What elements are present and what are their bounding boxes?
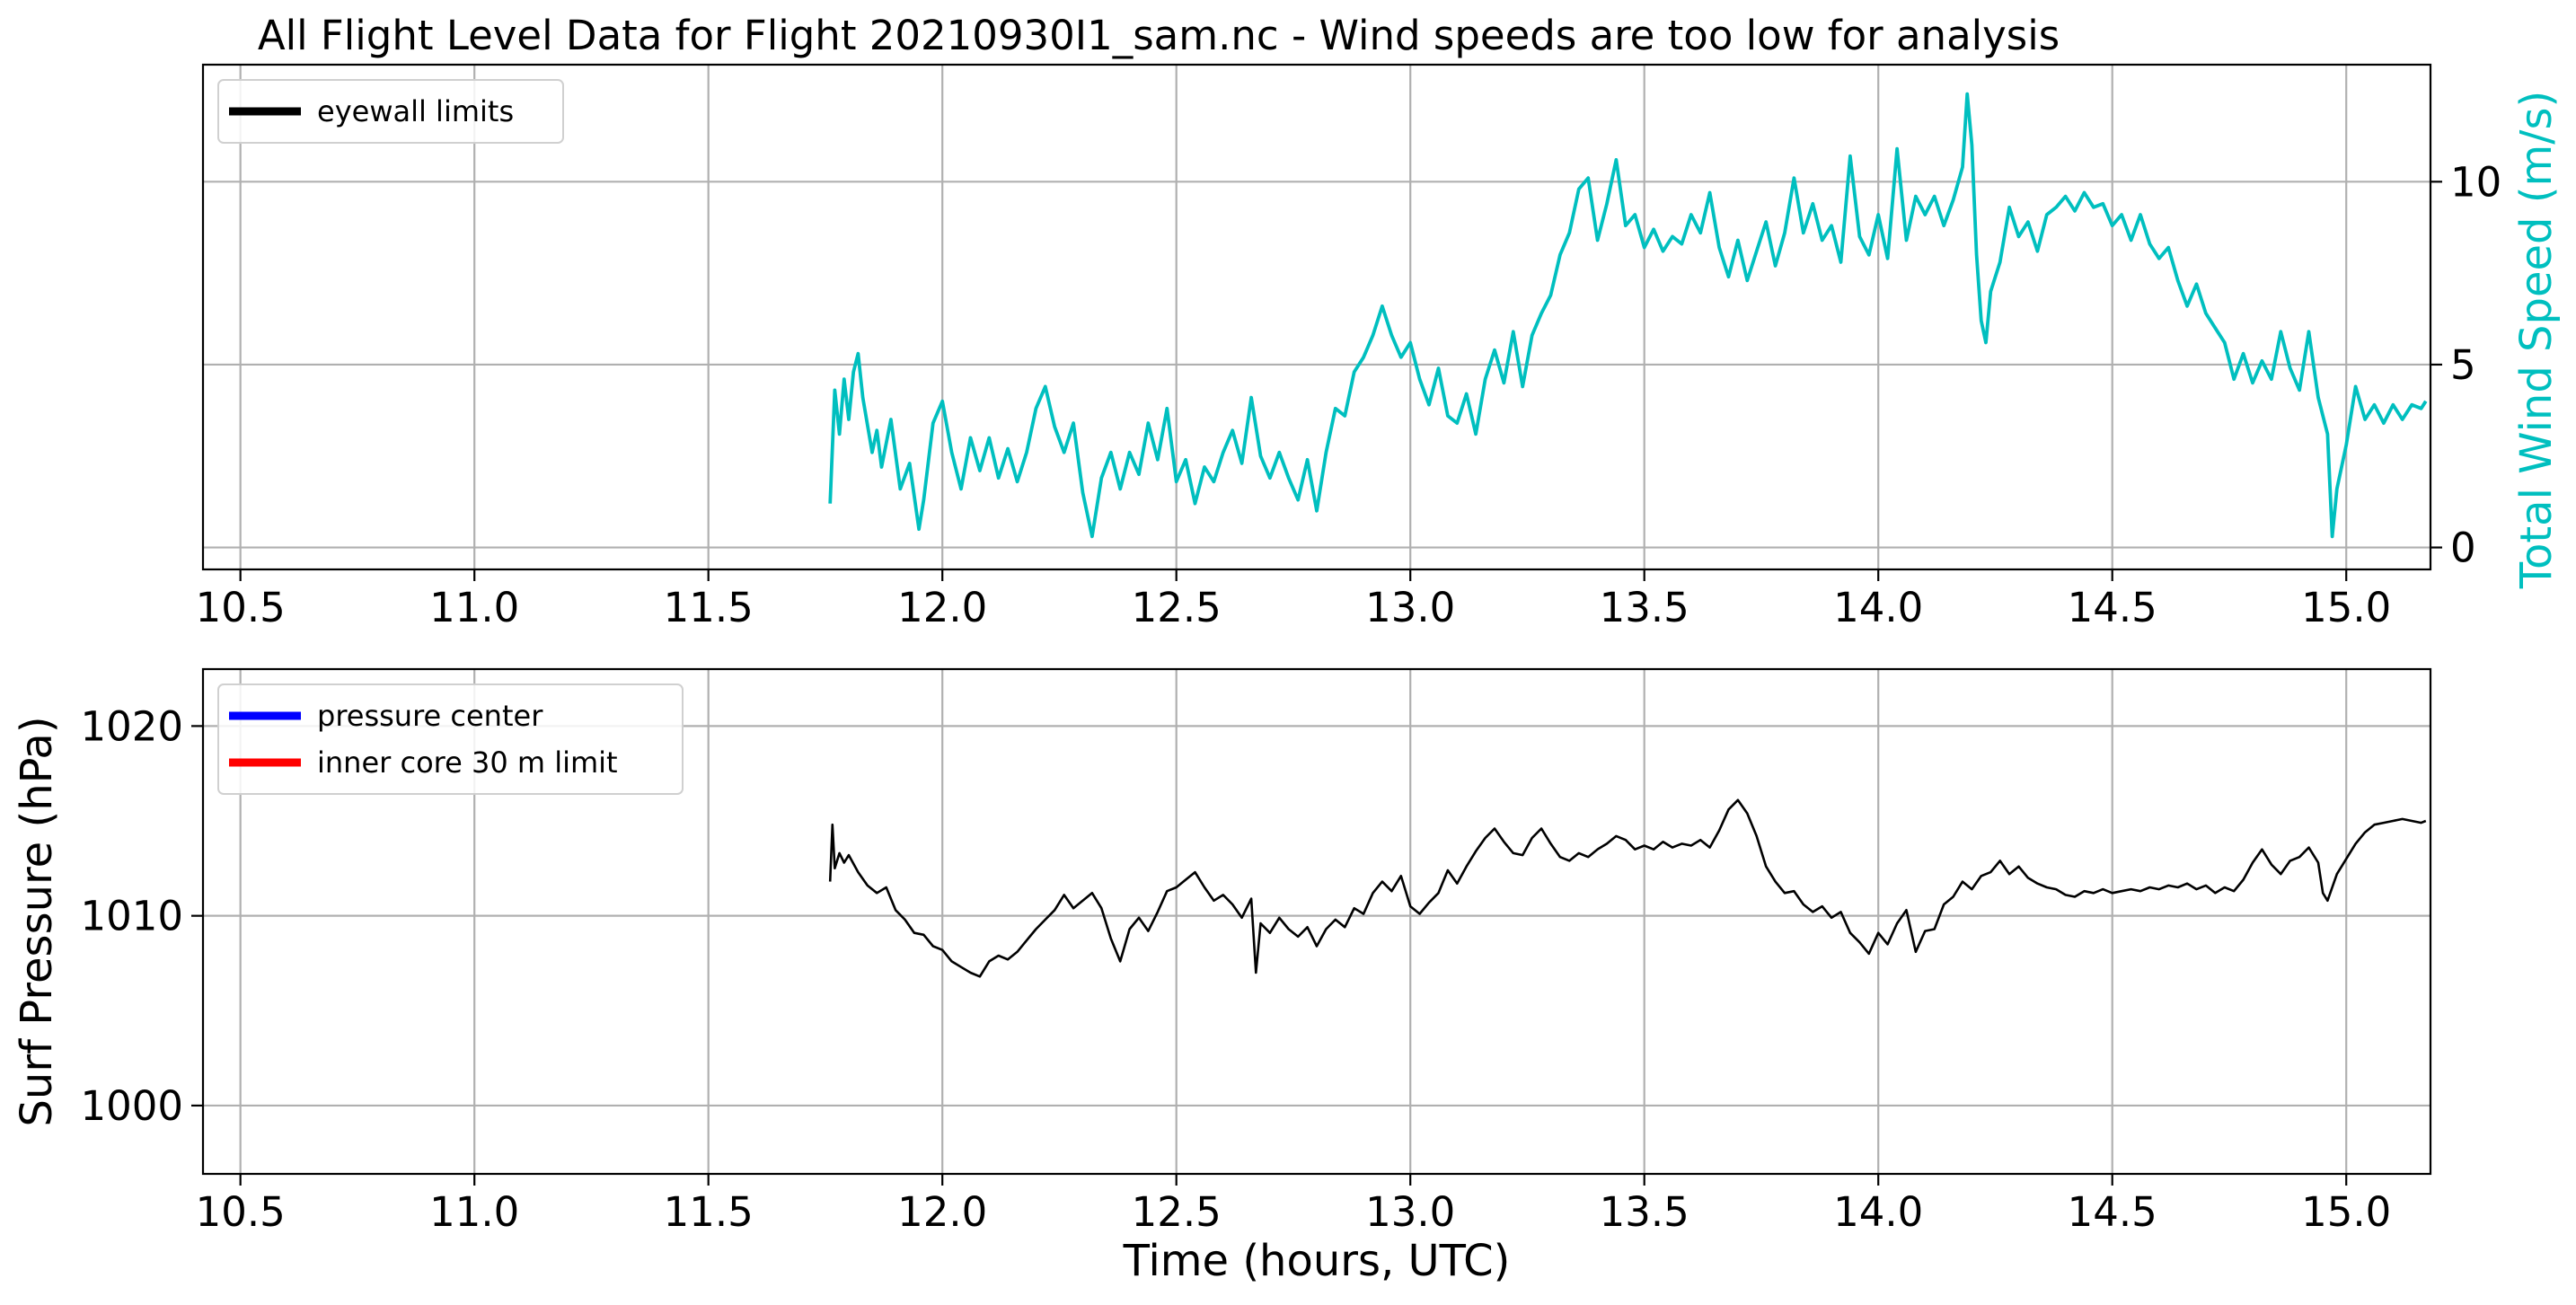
x-tick-label: 11.0 [429,584,519,631]
y-tick-label: 10 [2450,158,2501,206]
legend-box [217,79,564,144]
x-tick-label: 12.5 [1132,584,1222,631]
wind-y-axis-label: Total Wind Speed (m/s) [2511,91,2562,589]
y-tick-label: 1000 [80,1082,183,1130]
x-tick-label: 13.5 [1600,1188,1689,1236]
x-tick-label: 11.5 [664,1188,754,1236]
x-tick-label: 14.0 [1833,1188,1923,1236]
x-tick-label: 14.5 [2068,584,2157,631]
wind-legend: eyewall limits [217,79,564,144]
pressure-panel: 10.5 11.0 11.5 12.0 12.5 13.0 13.5 14.0 14.5 15.0… [12,667,2432,1286]
wind-plot-frame [201,63,2432,571]
x-tick-label: 14.5 [2068,1188,2157,1236]
legend-label: inner core 30 m limit [317,745,618,780]
y-tick-label: 5 [2450,341,2476,389]
x-tick-label: 13.5 [1600,584,1689,631]
x-tick-label: 10.5 [196,1188,286,1236]
legend-box [217,683,684,795]
x-tick-label: 12.0 [897,1188,987,1236]
wind-speed-line [828,92,2428,539]
x-tick-label: 14.0 [1833,584,1923,631]
pressure-plot-frame [201,667,2432,1176]
x-tick-label: 12.5 [1132,1188,1222,1236]
pressure-y-axis-label: Surf Pressure (hPa) [12,716,62,1126]
chart-title: All Flight Level Data for Flight 2021093… [258,12,2060,59]
x-tick-label: 15.0 [2301,584,2391,631]
legend-label: eyewall limits [317,94,514,128]
x-tick-label: 11.0 [429,1188,519,1236]
x-tick-label: 10.5 [196,584,286,631]
x-tick-label: 15.0 [2301,1188,2391,1236]
x-tick-label: 12.0 [897,584,987,631]
x-tick-label: 11.5 [664,584,754,631]
wind-y-ticks: 0 5 10 [2430,158,2501,572]
wind-gridlines [203,65,2430,569]
x-tick-label: 13.0 [1365,1188,1455,1236]
y-tick-label: 0 [2450,525,2476,572]
y-tick-label: 1010 [80,893,183,940]
y-tick-label: 1020 [80,702,183,750]
wind-speed-series [828,92,2428,539]
wind-x-ticks: 10.5 11.0 11.5 12.0 12.5 13.0 13.5 14.0 14.5 15.0 [196,569,2391,631]
x-axis-label: Time (hours, UTC) [1123,1236,1511,1286]
pressure-x-ticks: 10.5 11.0 11.5 12.0 12.5 13.0 13.5 14.0 14.5 15.0 [196,1174,2391,1236]
surface-pressure-line [828,798,2427,978]
pressure-series [828,798,2427,978]
pressure-gridlines [203,669,2430,1174]
pressure-y-ticks: 1000 1010 1020 [80,702,203,1130]
wind-speed-panel: 10.5 11.0 11.5 12.0 12.5 13.0 13.5 14.0 14.5 15.0… [196,63,2562,631]
pressure-legend: pressure center inner core 30 m limit [217,683,684,795]
legend-label: pressure center [317,699,543,733]
x-tick-label: 13.0 [1365,584,1455,631]
